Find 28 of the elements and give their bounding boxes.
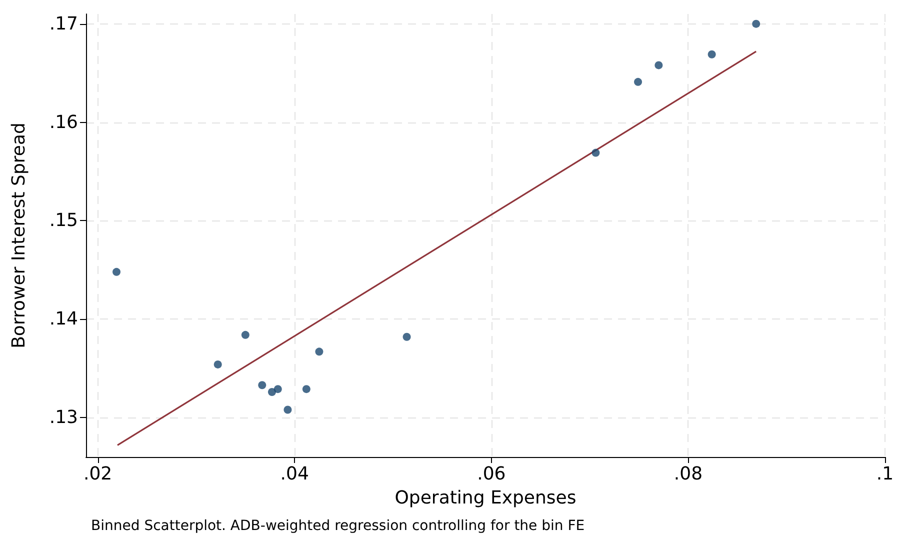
- point: [274, 385, 282, 394]
- point: [654, 61, 663, 70]
- x-tick-label: .06: [477, 464, 506, 484]
- point: [284, 406, 292, 414]
- point: [752, 20, 760, 28]
- point: [258, 381, 266, 390]
- point: [302, 385, 310, 394]
- text: Binned Scatterplot. ADB-weighted regression controlling for the bin FE: [91, 518, 585, 534]
- point: [634, 78, 642, 86]
- point: [214, 360, 222, 368]
- x-tick-label: .08: [674, 464, 703, 484]
- y-tick-label: .15: [49, 210, 78, 232]
- point: [268, 388, 276, 396]
- x-tick-label: .02: [83, 464, 112, 484]
- y-tick-label: .16: [49, 112, 78, 133]
- point: [592, 148, 600, 157]
- y-tick-label: .14: [49, 308, 78, 330]
- point: [708, 50, 716, 58]
- point: [241, 330, 250, 339]
- point: [112, 268, 121, 276]
- y-tick-label: .17: [49, 13, 78, 34]
- x-axis-title: Operating Expenses: [394, 488, 576, 508]
- x-tick-label: .1: [876, 464, 894, 484]
- x-tick-label: .04: [280, 464, 309, 484]
- point: [315, 348, 324, 356]
- y-axis-title: Borrower Interest Spread: [8, 122, 30, 348]
- point: [402, 332, 411, 341]
- y-tick-label: .13: [49, 407, 78, 428]
